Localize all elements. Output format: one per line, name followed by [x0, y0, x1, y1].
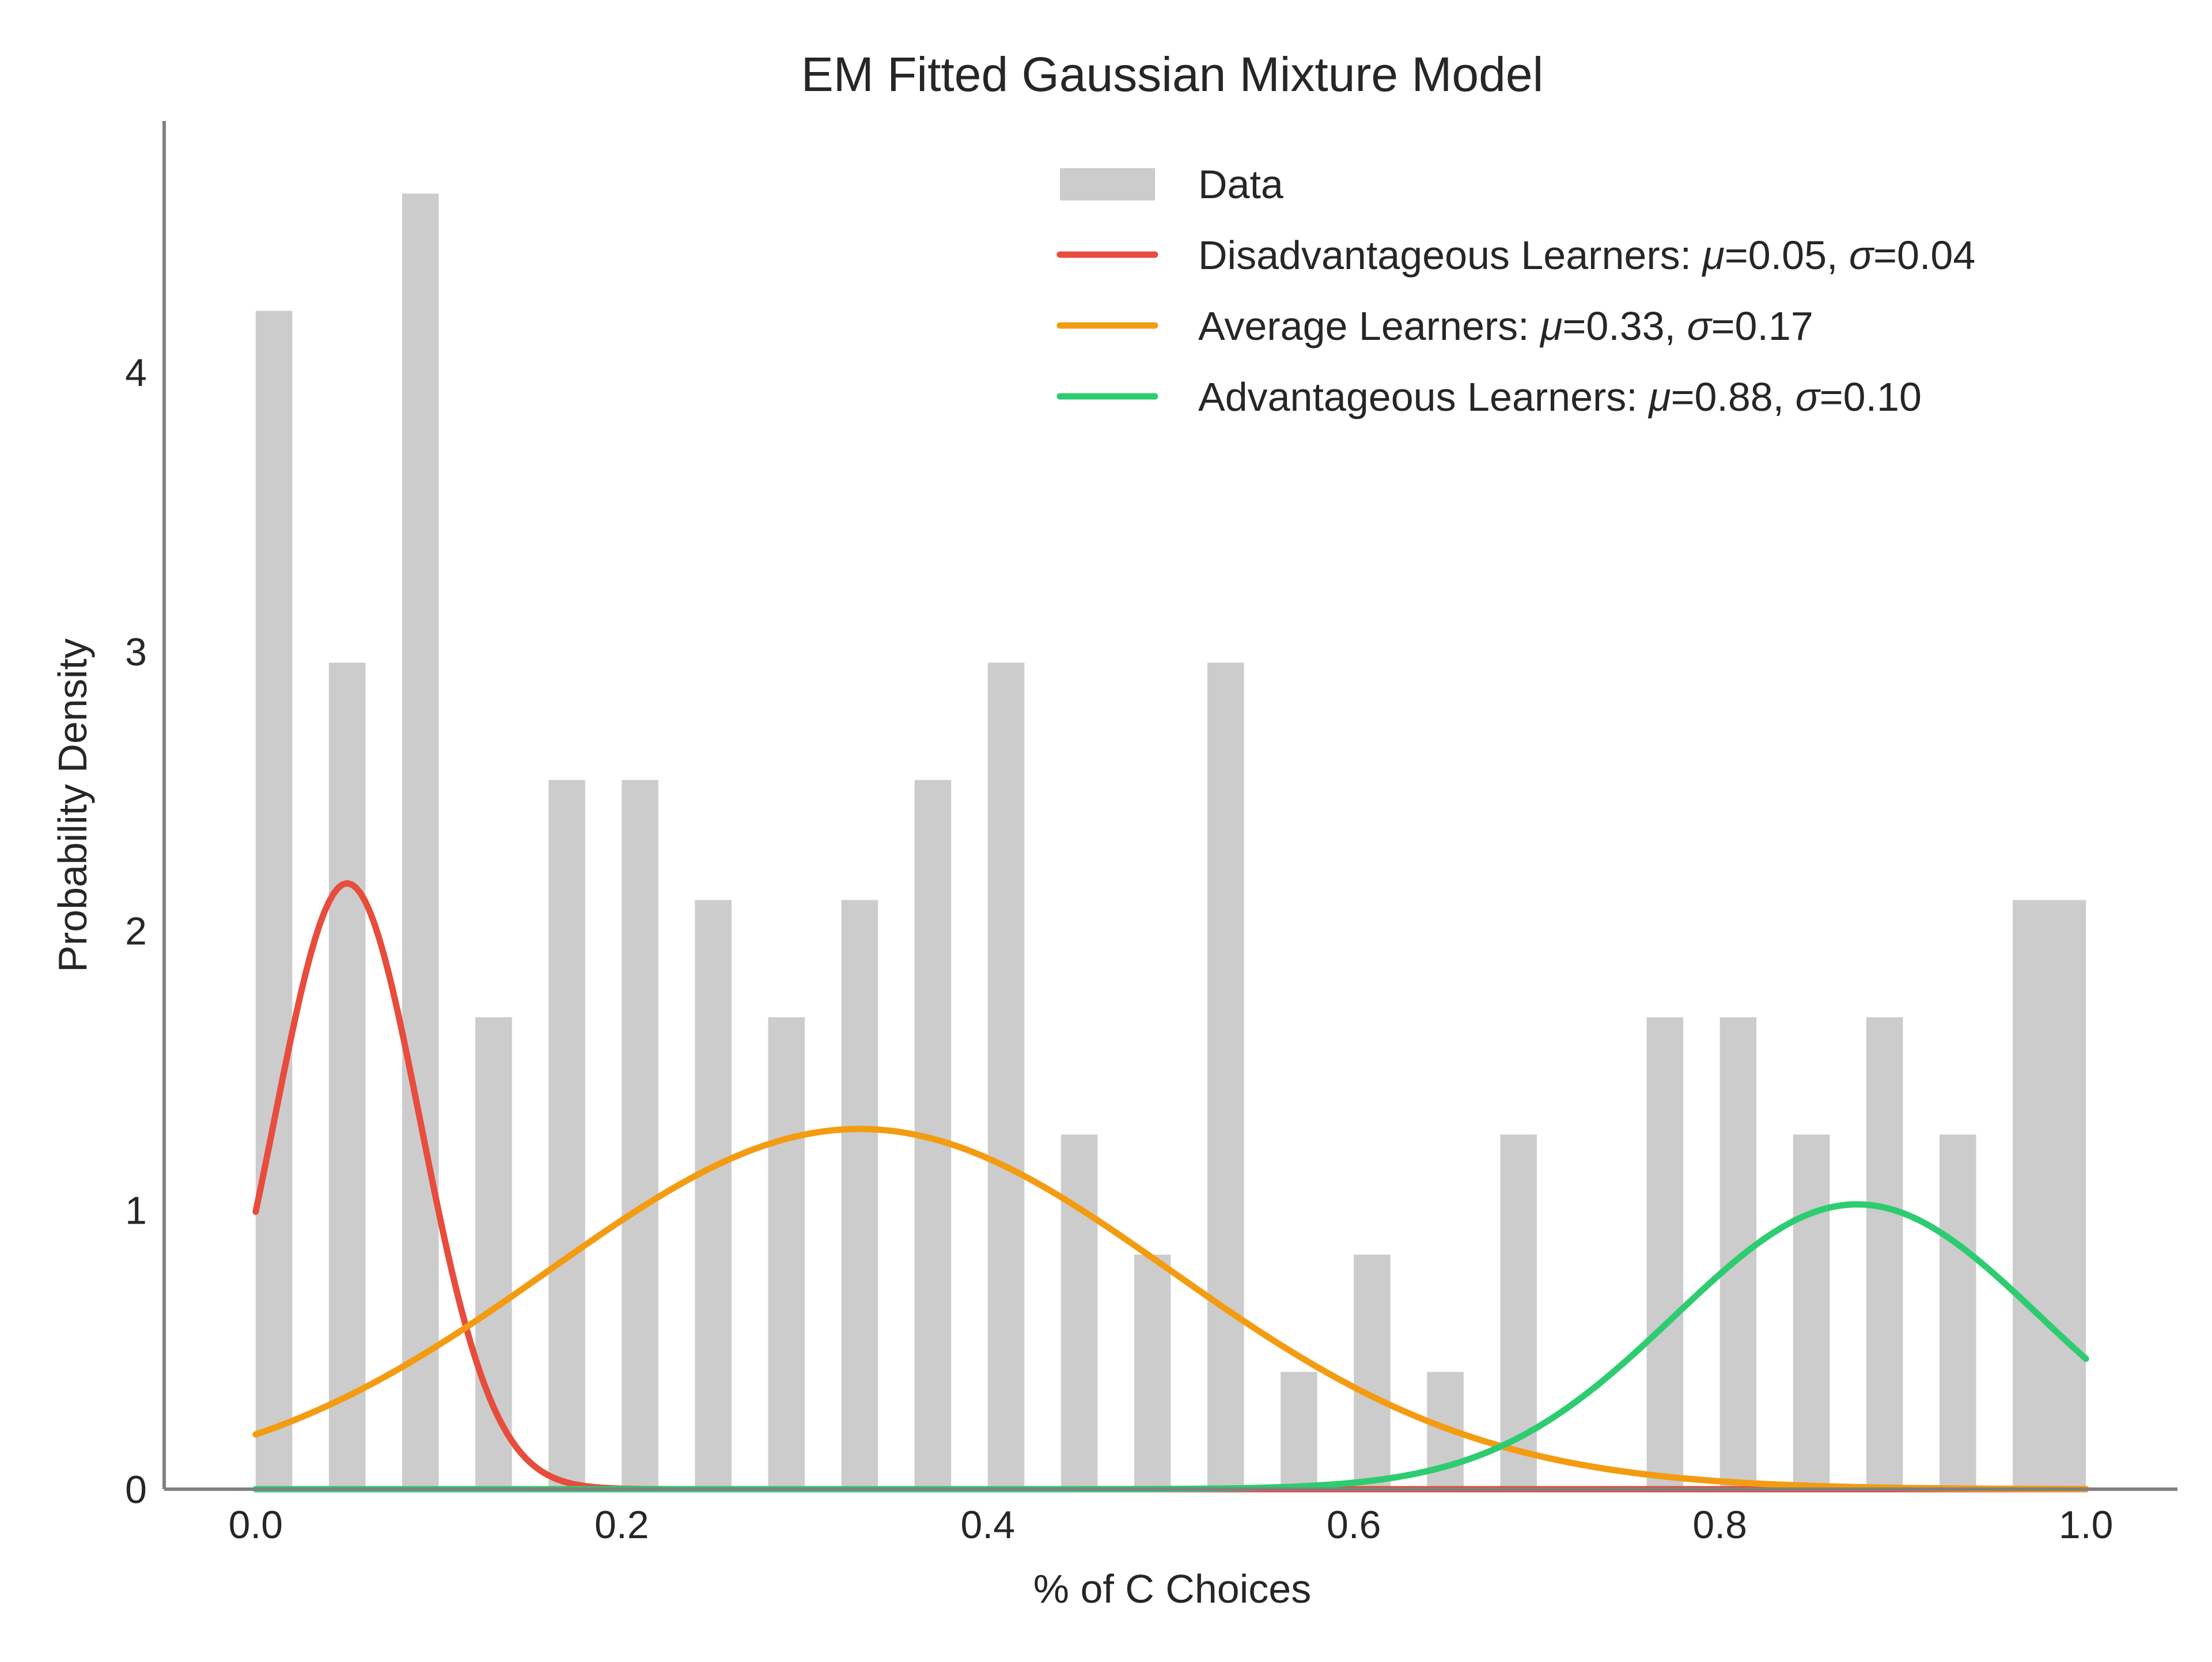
chart-title: EM Fitted Gaussian Mixture Model	[801, 47, 1543, 101]
histogram-bar	[548, 779, 585, 1489]
y-tick-label: 3	[125, 630, 147, 674]
histogram-bar	[2013, 900, 2050, 1489]
histogram-bar	[1134, 1254, 1171, 1489]
y-tick-label: 1	[125, 1188, 147, 1232]
histogram-bar	[2049, 900, 2086, 1489]
histogram-bar	[1281, 1372, 1317, 1489]
y-axis-ticks: 0 1 2 3 4	[125, 351, 147, 1512]
x-axis-label: % of C Choices	[1033, 1566, 1311, 1611]
y-tick-label: 2	[125, 910, 147, 953]
y-tick-label: 4	[125, 351, 147, 395]
x-tick-label: 0.0	[229, 1503, 283, 1547]
x-tick-label: 0.6	[1327, 1503, 1381, 1547]
histogram-bar	[328, 662, 366, 1489]
histogram-bar	[402, 194, 439, 1489]
histogram-bar	[622, 779, 658, 1489]
histogram-bar	[255, 311, 293, 1490]
legend-label-series: Disadvantageous Learners: μ=0.05, σ=0.04	[1198, 233, 1975, 278]
x-tick-label: 0.4	[961, 1503, 1016, 1547]
legend: Data Disadvantageous Learners: μ=0.05, σ…	[1056, 162, 1975, 419]
legend-label-series: Average Learners: μ=0.33, σ=0.17	[1198, 304, 1813, 349]
curve-average-learners	[252, 1126, 2089, 1493]
histogram-bar	[1719, 1017, 1757, 1489]
histogram-bar	[1060, 1134, 1098, 1489]
y-axis-label: Probability Density	[50, 638, 95, 972]
x-tick-label: 0.8	[1692, 1503, 1747, 1547]
histogram-bar	[841, 900, 878, 1489]
x-tick-label: 0.2	[594, 1503, 649, 1547]
histogram-bar	[475, 1017, 512, 1489]
legend-swatch-data	[1060, 168, 1155, 200]
histogram-bar	[1207, 662, 1244, 1489]
x-axis-ticks: 0.0 0.2 0.4 0.6 0.8 1.0	[229, 1503, 2113, 1547]
histogram-bar	[1866, 1017, 1903, 1489]
histogram-bar	[695, 900, 732, 1489]
histogram-bars	[255, 194, 2086, 1490]
histogram-bar	[768, 1017, 805, 1489]
histogram-bar	[1354, 1254, 1391, 1489]
histogram-bar	[1793, 1134, 1830, 1489]
x-tick-label: 1.0	[2059, 1503, 2113, 1547]
histogram-bar	[1646, 1017, 1684, 1489]
legend-label-data: Data	[1198, 162, 1283, 207]
histogram-bar	[987, 662, 1025, 1489]
histogram-bar	[1939, 1134, 1976, 1489]
legend-label-series: Advantageous Learners: μ=0.88, σ=0.10	[1198, 374, 1922, 419]
y-tick-label: 0	[125, 1468, 147, 1512]
